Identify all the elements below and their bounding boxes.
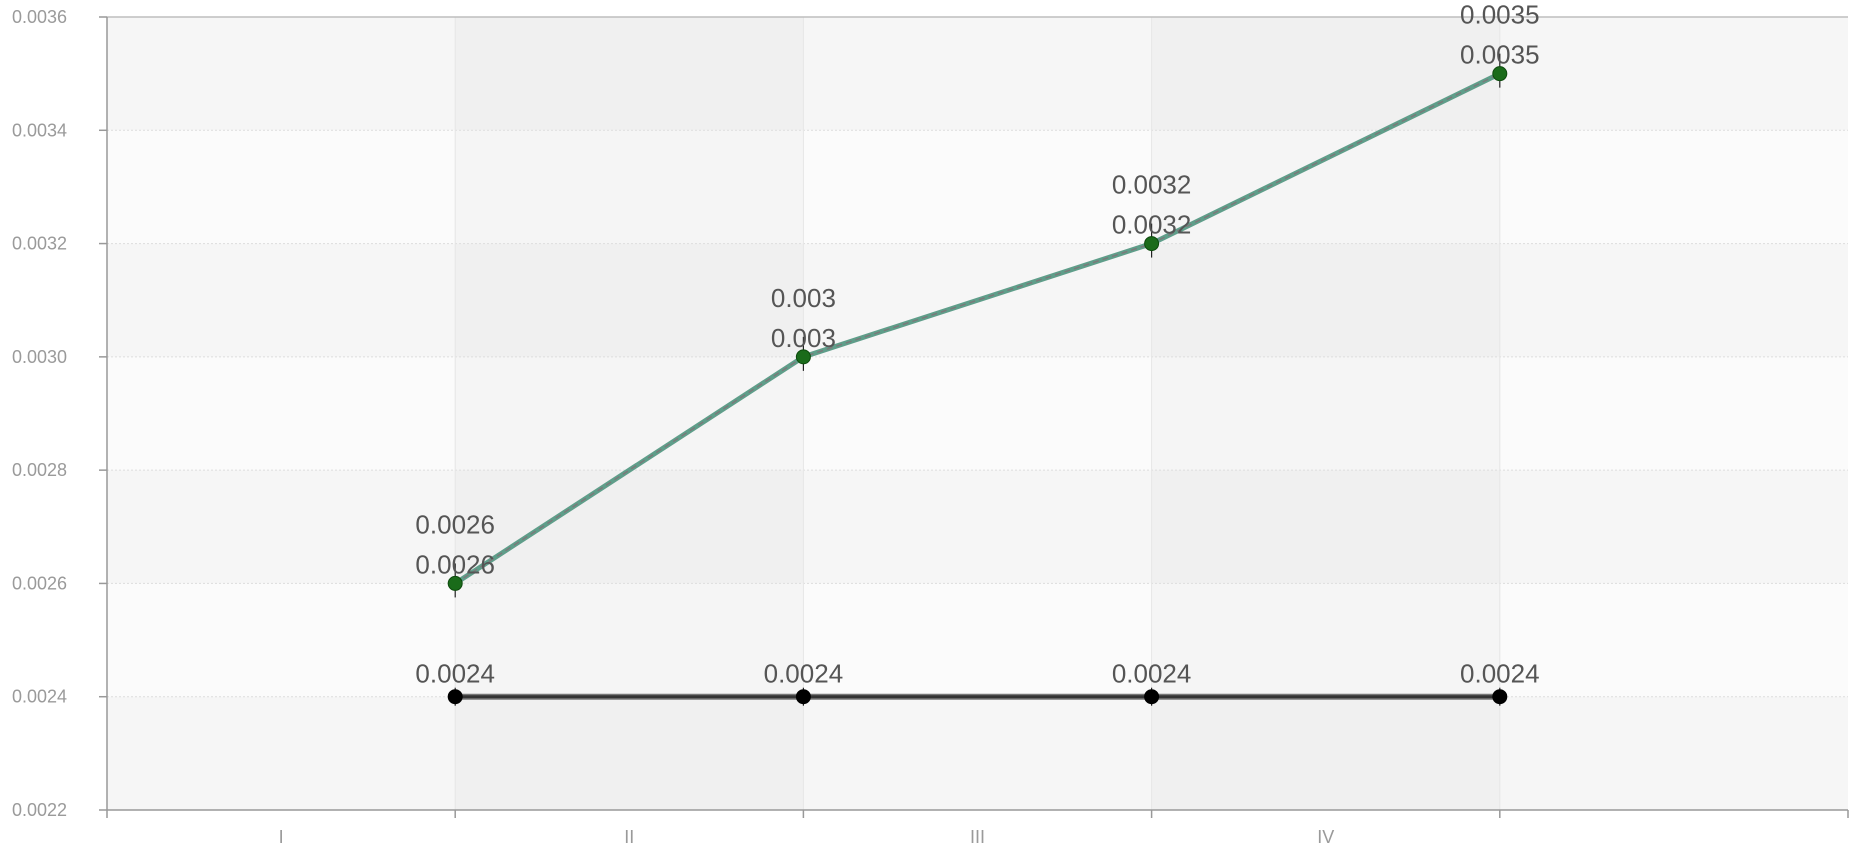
data-point-marker [1144, 236, 1160, 252]
axes [106, 16, 1849, 818]
horizontal-band [107, 357, 1848, 470]
y-tick-label: 0.0034 [12, 120, 67, 140]
data-label: 0.0026 [415, 509, 495, 539]
data-label: 0.0035 [1460, 0, 1540, 30]
data-label: 0.0035 [1460, 40, 1540, 70]
series-lines [453, 71, 1501, 700]
data-label: 0.0024 [1112, 659, 1192, 689]
data-point-marker [1492, 689, 1508, 705]
x-tick-label: IV [1317, 827, 1334, 847]
y-axis-ticks: 0.0022 0.0024 0.0026 0.0028 0.0030 0.0032 0.00… [12, 7, 107, 820]
data-point-marker [1144, 689, 1160, 705]
data-point-marker [447, 575, 463, 591]
data-label: 0.0024 [1460, 659, 1540, 689]
vertical-band [455, 17, 803, 810]
y-tick-label: 0.0022 [12, 800, 67, 820]
x-tick-label: I [279, 827, 284, 847]
data-markers [447, 66, 1508, 705]
horizontal-band [107, 697, 1848, 810]
x-axis-ticks: I II III IV [279, 810, 1501, 847]
data-label: 0.003 [771, 283, 836, 313]
y-tick-label: 0.0026 [12, 573, 67, 593]
plot-background-bands [107, 17, 1848, 810]
data-label: 0.0026 [415, 549, 495, 579]
data-labels: 0.0026 0.003 0.0032 0.0035 0.0026 0.003 0.0032… [415, 0, 1539, 689]
data-point-marker [795, 349, 811, 365]
horizontal-band [107, 17, 1848, 130]
y-tick-label: 0.0028 [12, 460, 67, 480]
y-tick-label: 0.0036 [12, 7, 67, 27]
vertical-band [1152, 17, 1500, 810]
data-point-marker [1492, 66, 1508, 82]
data-label: 0.0032 [1112, 170, 1192, 200]
x-tick-label: III [970, 827, 985, 847]
data-label: 0.0032 [1112, 210, 1192, 240]
horizontal-band [107, 130, 1848, 243]
data-label: 0.003 [771, 323, 836, 353]
data-point-marker [447, 689, 463, 705]
horizontal-band [107, 583, 1848, 696]
plot-area [107, 17, 1848, 810]
y-tick-label: 0.0030 [12, 347, 67, 367]
y-tick-label: 0.0032 [12, 234, 67, 254]
series-line [454, 72, 1501, 585]
x-tick-label: II [624, 827, 634, 847]
data-label: 0.0024 [415, 659, 495, 689]
horizontal-band [107, 470, 1848, 583]
data-label: 0.0024 [764, 659, 844, 689]
data-point-marker [795, 689, 811, 705]
y-tick-label: 0.0024 [12, 687, 67, 707]
grid-lines [107, 16, 1848, 811]
